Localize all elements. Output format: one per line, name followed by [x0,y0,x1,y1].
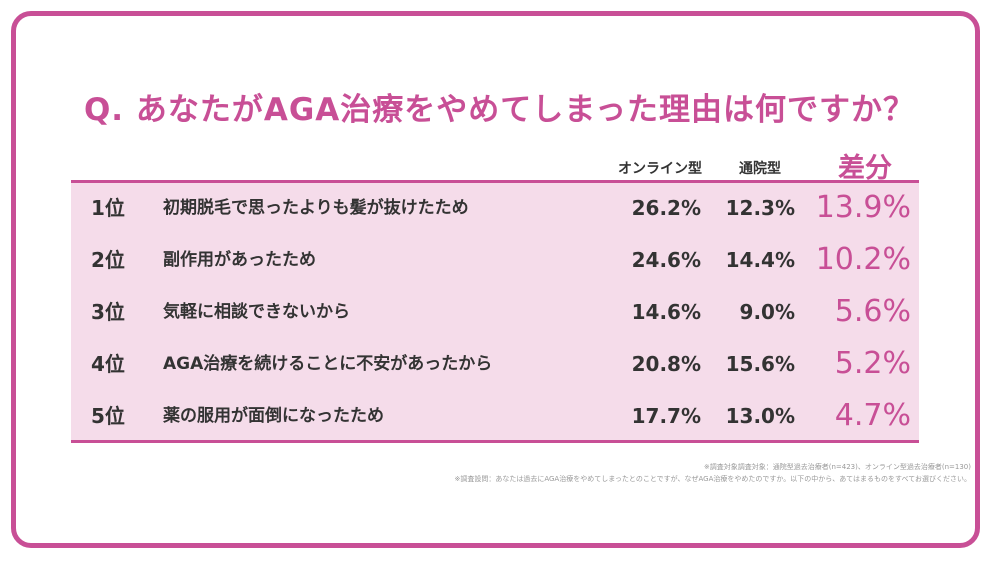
page-title: Q. あなたがAGA治療をやめてしまった理由は何ですか？ [83,92,916,128]
rank-label: 2位 [91,248,125,272]
table-row: 5位 薬の服用が面倒になったため 17.7% 13.0% 4.7% [71,390,919,442]
header-diff: 差分 [838,153,892,184]
store-value: 12.3% [725,196,795,220]
diff-value: 13.9% [815,190,911,225]
diff-value: 5.6% [834,294,911,329]
store-value: 14.4% [725,248,795,272]
header-online: オンライン型 [618,161,702,177]
store-value: 15.6% [725,352,795,376]
rank-label: 3位 [91,300,125,324]
survey-note-target: ※調査対象調査対象：通院型過去治療者(n=423)、オンライン型過去治療者(n=… [703,463,971,471]
online-value: 14.6% [631,300,701,324]
rank-label: 1位 [91,196,125,220]
store-value: 13.0% [725,404,795,428]
diff-value: 5.2% [834,346,911,381]
table-row: 2位 副作用があったため 24.6% 14.4% 10.2% [71,234,919,286]
online-value: 26.2% [631,196,701,220]
table-bottom-rule [71,440,919,443]
rank-label: 4位 [91,352,125,376]
rank-label: 5位 [91,404,125,428]
table-row: 4位 AGA治療を続けることに不安があったから 20.8% 15.6% 5.2% [71,338,919,390]
table-row: 1位 初期脱毛で思ったよりも髪が抜けたため 26.2% 12.3% 13.9% [71,182,919,234]
diff-value: 4.7% [834,398,911,433]
reason-label: AGA治療を続けることに不安があったから [163,354,493,374]
table-top-rule [71,180,919,183]
results-table [71,182,919,441]
reason-label: 副作用があったため [163,250,316,270]
table-row: 3位 気軽に相談できないから 14.6% 9.0% 5.6% [71,286,919,338]
store-value: 9.0% [739,300,795,324]
reason-label: 初期脱毛で思ったよりも髪が抜けたため [163,198,469,218]
online-value: 24.6% [631,248,701,272]
reason-label: 気軽に相談できないから [163,302,350,322]
online-value: 17.7% [631,404,701,428]
survey-note-question: ※調査設問：あなたは過去にAGA治療をやめてしまったとのことですが、なぜAGA治… [454,475,971,483]
reason-label: 薬の服用が面倒になったため [163,406,384,426]
diff-value: 10.2% [815,242,911,277]
online-value: 20.8% [631,352,701,376]
header-store: 通院型 [739,161,781,177]
